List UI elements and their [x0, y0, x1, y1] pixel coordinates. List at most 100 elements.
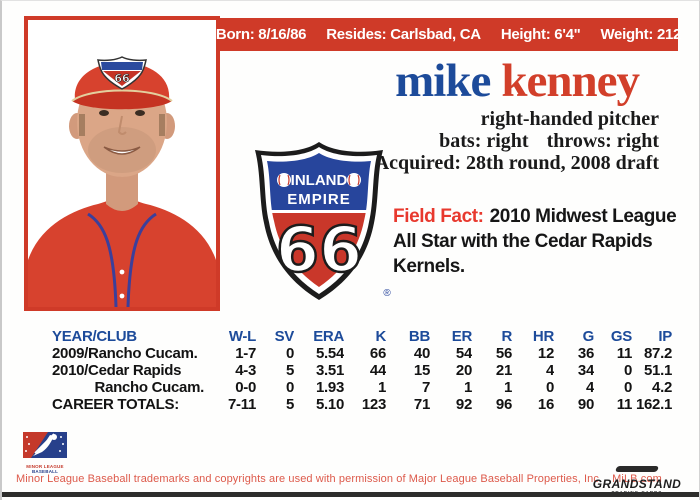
stats-table: YEAR/CLUB W-L SV ERA K BB ER R HR G GS I… — [52, 328, 672, 413]
stats-cell: 11 — [616, 396, 632, 413]
stats-cell: Rancho Cucam. — [94, 379, 205, 396]
stats-header-row: YEAR/CLUB W-L SV ERA K BB ER R HR G GS I… — [52, 328, 672, 345]
disclaimer-text: Minor League Baseball trademarks and cop… — [16, 473, 603, 485]
field-fact-label: Field Fact: — [393, 206, 484, 227]
disclaimer: Minor League Baseball trademarks and cop… — [16, 473, 662, 485]
stats-row-2009: 2009/Rancho Cucam. 1-7 0 5.54 66 40 54 5… — [52, 345, 672, 362]
stats-row-2010: 2010/Cedar Rapids 4-3 5 3.51 44 15 20 21… — [52, 362, 672, 379]
stats-cell: 54 — [455, 345, 472, 362]
stats-cell: 2010/Cedar Rapids — [52, 362, 182, 379]
stats-cell: 90 — [577, 396, 594, 413]
stats-cell: 4 — [545, 362, 554, 379]
stats-cell: 4 — [585, 379, 594, 396]
stats-cell: 7-11 — [228, 396, 256, 413]
stats-header-cell: K — [375, 328, 386, 345]
stats-cell: 5.54 — [316, 345, 344, 362]
milb-batter-icon — [23, 432, 67, 458]
stats-row-rancho: Rancho Cucam. 0-0 0 1.93 1 7 1 1 0 4 0 4… — [52, 379, 672, 396]
stats-cell: 1 — [463, 379, 472, 396]
top-banner: Born: 8/16/86 Resides: Carlsbad, CA Heig… — [216, 18, 682, 51]
stats-row-career: CAREER TOTALS: 7-11 5 5.10 123 71 92 96 … — [52, 396, 672, 413]
player-name: mike kenney — [395, 55, 640, 107]
stats-cell: 5 — [285, 396, 294, 413]
baseball-icon-left — [277, 173, 291, 187]
stats-cell: 162.1 — [635, 396, 672, 413]
stats-cell: 0 — [545, 379, 554, 396]
stats-cell: 92 — [455, 396, 472, 413]
stats-cell: 56 — [495, 345, 512, 362]
stats-cell: 5 — [285, 362, 294, 379]
player-first-name: mike — [395, 55, 491, 107]
stats-cell: 1 — [503, 379, 512, 396]
bio-acquired: Acquired: 28th round, 2008 draft — [374, 152, 659, 174]
stats-cell: 1-7 — [235, 345, 256, 362]
field-fact-text: 2010 Midwest League All Star with the Ce… — [393, 206, 677, 277]
stats-header-cell: ERA — [313, 328, 344, 345]
cap-logo: 66 — [97, 56, 147, 90]
banner-item-height: Height: 6'4" — [500, 26, 581, 43]
stats-cell: 15 — [413, 362, 430, 379]
field-fact: Field Fact: 2010 Midwest League All Star … — [393, 204, 685, 279]
stats-cell: 71 — [413, 396, 430, 413]
stats-cell: 0 — [623, 379, 632, 396]
stats-cell: 5.10 — [316, 396, 344, 413]
grandstand-wordmark: GRANDSTAND — [592, 477, 682, 491]
stats-header-cell: YEAR/CLUB — [52, 328, 137, 345]
stats-header-cell: W-L — [228, 328, 256, 345]
team-logo-line1: INLAND — [291, 172, 348, 189]
stats-cell: 1 — [377, 379, 386, 396]
stats-cell: 2009/Rancho Cucam. — [52, 345, 198, 362]
card-bottom-edge — [2, 492, 699, 497]
stats-cell: 44 — [369, 362, 386, 379]
milb-website: MiLB.com — [612, 473, 662, 485]
stats-cell: 12 — [537, 345, 554, 362]
stats-cell: 36 — [577, 345, 594, 362]
bio-bats: bats: right — [439, 130, 529, 152]
milb-logo: MINOR LEAGUE BASEBALL — [22, 432, 68, 474]
stats-cell: 16 — [537, 396, 554, 413]
grandstand-logo: GRANDSTAND TRADING CARDS — [587, 460, 687, 496]
bio-position: right-handed pitcher — [480, 108, 659, 130]
stats-cell: 3.51 — [316, 362, 344, 379]
player-last-name: kenney — [501, 55, 640, 107]
player-photo: 66 — [28, 20, 216, 307]
stats-header-cell: R — [501, 328, 512, 345]
milb-caption: MINOR LEAGUE BASEBALL — [26, 464, 64, 474]
player-photo-frame: 66 — [24, 16, 220, 311]
stats-cell: 123 — [361, 396, 386, 413]
stats-header-cell: IP — [658, 328, 672, 345]
stats-cell: 4.2 — [652, 379, 672, 396]
stats-cell: 51.1 — [644, 362, 672, 379]
stats-cell: 0 — [285, 345, 294, 362]
grandstand-script-icon — [615, 466, 659, 472]
stats-cell: 20 — [455, 362, 472, 379]
svg-text:66: 66 — [114, 72, 130, 85]
stats-cell: 34 — [577, 362, 594, 379]
stats-cell: 7 — [421, 379, 430, 396]
stats-cell: 0-0 — [235, 379, 256, 396]
stats-cell: 40 — [413, 345, 430, 362]
team-logo-line2: EMPIRE — [287, 191, 351, 208]
stats-cell: 1.93 — [316, 379, 344, 396]
stats-cell: 0 — [623, 362, 632, 379]
stats-header-cell: ER — [451, 328, 472, 345]
stats-cell: 87.2 — [644, 345, 672, 362]
stats-cell: 66 — [369, 345, 386, 362]
registered-mark: ® — [383, 288, 391, 299]
banner-item-weight: Weight: 212 — [600, 26, 682, 43]
stats-header-cell: SV — [274, 328, 294, 345]
stats-header-cell: G — [582, 328, 594, 345]
stats-cell: 4-3 — [235, 362, 256, 379]
stats-cell: 0 — [285, 379, 294, 396]
bio-bats-throws: bats: right throws: right — [375, 130, 659, 152]
stats-cell: 11 — [616, 345, 632, 362]
bio-block: right-handed pitcher bats: right throws: … — [375, 108, 659, 174]
stats-header-cell: GS — [610, 328, 632, 345]
bio-throws: throws: right — [546, 130, 659, 152]
team-logo-shield: INLAND EMPIRE 66 ® — [255, 142, 391, 300]
stats-cell: CAREER TOTALS: — [52, 396, 179, 413]
baseball-icon-right — [347, 173, 361, 187]
stats-header-cell: BB — [408, 328, 430, 345]
team-logo-number: 66 — [276, 213, 362, 286]
